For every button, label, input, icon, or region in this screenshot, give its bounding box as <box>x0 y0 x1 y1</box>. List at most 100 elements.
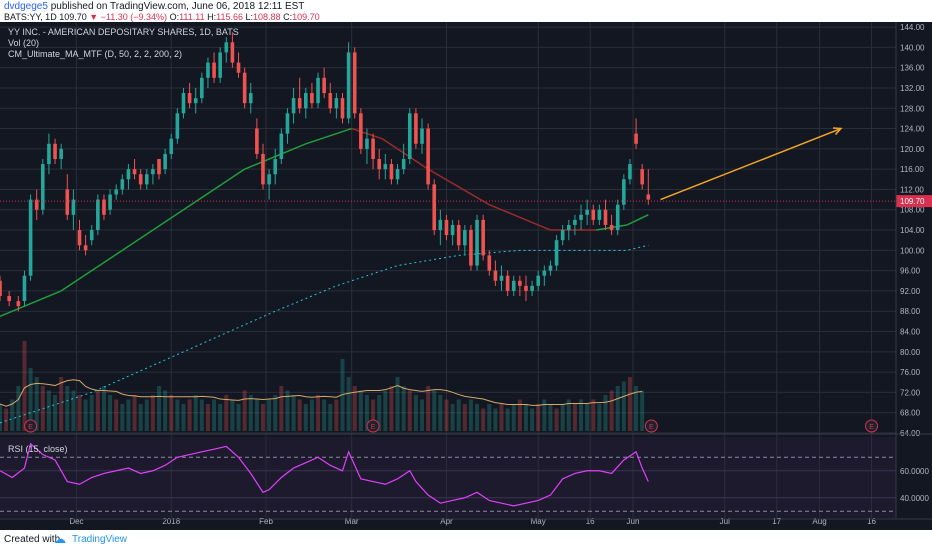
candle-body <box>41 164 45 210</box>
published-text: published on TradingView.com, June 06, 2… <box>50 1 305 12</box>
earnings-marker <box>366 419 380 433</box>
last-price-badge <box>896 195 932 208</box>
candle-body <box>169 138 174 154</box>
volume-bar <box>634 386 639 431</box>
volume-bar <box>603 395 608 431</box>
candle-body <box>573 219 577 225</box>
volume-bar <box>120 404 125 431</box>
candle-body <box>297 98 302 109</box>
candle-body <box>7 296 11 302</box>
legend-volume[interactable]: Vol (20) <box>8 38 40 48</box>
candle-body <box>65 189 70 215</box>
candle-body <box>328 93 333 109</box>
price-tick-label: 108.00 <box>900 206 925 215</box>
volume-bar <box>493 408 498 431</box>
candle-body <box>120 179 125 190</box>
price-tick-label: 104.00 <box>900 226 925 235</box>
price-tick-label: 68.00 <box>900 409 921 418</box>
tradingview-brand[interactable]: TradingView <box>72 534 128 545</box>
high-value: 115.66 <box>216 12 243 22</box>
candle-body <box>566 224 571 231</box>
volume-bar <box>566 399 571 431</box>
volume-bar <box>77 395 82 431</box>
rsi-legend[interactable]: RSI (15, close) <box>8 444 68 454</box>
volume-bar <box>475 404 480 431</box>
candle-body <box>395 169 400 180</box>
volume-bar <box>487 404 492 431</box>
volume-bar <box>248 395 253 431</box>
volume-bar <box>407 390 412 431</box>
volume-bar <box>187 399 192 431</box>
volume-bar <box>579 399 584 431</box>
ma50-segment <box>60 249 123 292</box>
volume-bar <box>193 395 198 431</box>
earnings-marker-label: E <box>371 424 376 431</box>
last-price-label: 109.70 <box>900 197 925 206</box>
candle-body <box>609 224 614 231</box>
time-tick-label: Aug <box>812 517 826 526</box>
candle-body <box>279 133 284 159</box>
volume-bar <box>395 377 400 431</box>
volume-bar <box>34 377 39 431</box>
author-link[interactable]: dvdgege5 <box>4 1 48 12</box>
candle-body <box>414 113 418 144</box>
volume-bar <box>401 386 406 431</box>
volume-bar <box>499 404 504 431</box>
volume-bar <box>150 395 155 431</box>
volume-bar <box>71 390 76 431</box>
candle-body <box>175 113 180 139</box>
candle-body <box>646 194 651 200</box>
volume-bar <box>505 408 510 431</box>
candle-body <box>505 275 510 291</box>
price-tick-label: 80.00 <box>900 348 921 357</box>
legend-ma[interactable]: CM_Ultimate_MA_MTF (D, 50, 2, 2, 200, 2) <box>8 49 183 59</box>
volume-bar <box>511 404 516 431</box>
ma50-segment <box>381 138 429 170</box>
low-label: L: <box>245 12 254 22</box>
ma50-segment <box>0 290 62 317</box>
candle-body <box>560 230 565 241</box>
time-tick-label: Feb <box>259 517 273 526</box>
volume-bar <box>530 408 535 431</box>
volume-bar <box>144 399 149 431</box>
candle-body <box>16 301 21 307</box>
volume-bar <box>560 404 565 431</box>
rsi-pane-background <box>0 437 896 518</box>
candle-body <box>463 230 467 246</box>
volume-bar <box>303 404 308 431</box>
volume-bar <box>346 377 351 431</box>
volume-bar <box>267 399 272 431</box>
candle-body <box>187 93 192 104</box>
volume-bar <box>28 368 33 431</box>
price-tick-label: 140.00 <box>900 43 925 52</box>
candle-body <box>267 174 271 185</box>
ma50-segment <box>488 203 551 231</box>
candle-body <box>542 270 547 276</box>
candle-body <box>83 245 88 251</box>
candle-body <box>615 204 620 231</box>
candle-body <box>377 159 381 170</box>
candle-body <box>304 93 308 109</box>
volume-bar <box>242 390 247 431</box>
candle-body <box>438 219 443 231</box>
volume-bar <box>413 395 418 431</box>
candle-body <box>102 199 106 215</box>
legend-title: YY INC. - AMERICAN DEPOSITARY SHARES, 1D… <box>8 27 239 37</box>
volume-bar <box>627 377 632 431</box>
volume-bar <box>591 399 596 431</box>
candle-body <box>47 143 51 165</box>
time-tick-label: Apr <box>440 517 453 526</box>
earnings-marker <box>644 419 658 433</box>
volume-bar <box>157 386 162 431</box>
price-tick-label: 124.00 <box>900 125 925 134</box>
price-tick-label: 128.00 <box>900 104 925 113</box>
candle-body <box>138 174 143 185</box>
volume-bar <box>89 395 94 431</box>
time-tick-label: 17 <box>772 517 781 526</box>
chart-legend: YY INC. - AMERICAN DEPOSITARY SHARES, 1D… <box>8 27 239 60</box>
volume-bar <box>572 404 577 431</box>
candle-body <box>71 199 76 215</box>
earnings-marker-label: E <box>869 424 874 431</box>
